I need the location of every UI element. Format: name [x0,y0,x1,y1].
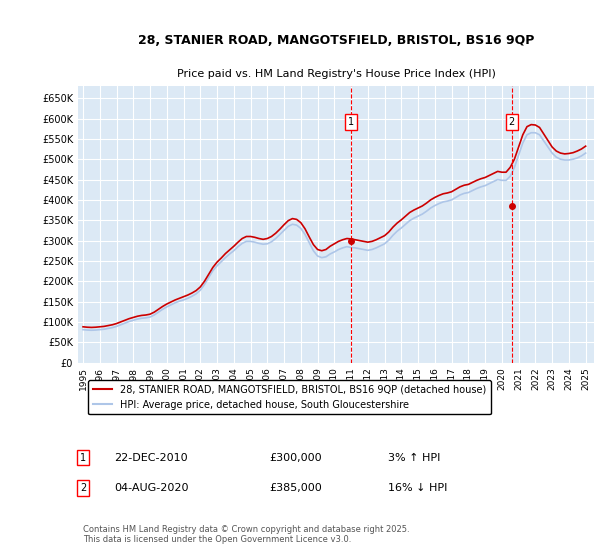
Text: Contains HM Land Registry data © Crown copyright and database right 2025.
This d: Contains HM Land Registry data © Crown c… [83,525,410,544]
Text: 28, STANIER ROAD, MANGOTSFIELD, BRISTOL, BS16 9QP: 28, STANIER ROAD, MANGOTSFIELD, BRISTOL,… [138,34,534,47]
Text: Price paid vs. HM Land Registry's House Price Index (HPI): Price paid vs. HM Land Registry's House … [176,69,496,78]
Text: £385,000: £385,000 [269,483,322,493]
Text: 3% ↑ HPI: 3% ↑ HPI [388,452,440,463]
Text: 2: 2 [509,117,515,127]
Text: 22-DEC-2010: 22-DEC-2010 [114,452,188,463]
Text: 1: 1 [80,452,86,463]
Text: 16% ↓ HPI: 16% ↓ HPI [388,483,447,493]
Legend: 28, STANIER ROAD, MANGOTSFIELD, BRISTOL, BS16 9QP (detached house), HPI: Average: 28, STANIER ROAD, MANGOTSFIELD, BRISTOL,… [88,380,491,414]
Text: £300,000: £300,000 [269,452,322,463]
Text: 04-AUG-2020: 04-AUG-2020 [114,483,188,493]
Text: 1: 1 [347,117,353,127]
Text: 2: 2 [80,483,86,493]
